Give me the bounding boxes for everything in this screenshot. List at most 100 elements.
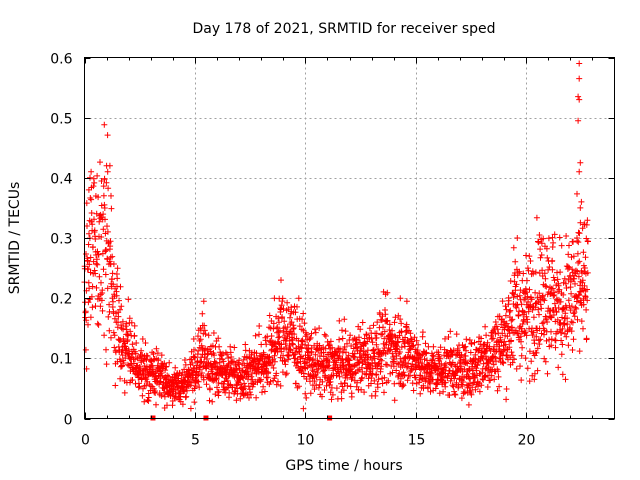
data-point (124, 331, 131, 338)
data-point (390, 363, 397, 370)
data-point (380, 324, 386, 331)
data-point (349, 374, 356, 381)
data-point (90, 244, 96, 250)
data-point (467, 375, 474, 382)
data-point (92, 236, 99, 242)
data-point (312, 351, 319, 358)
data-point (309, 357, 316, 364)
data-point (82, 308, 89, 315)
data-point (195, 347, 202, 354)
data-point (550, 312, 557, 318)
data-point (386, 327, 393, 333)
data-point (476, 388, 483, 395)
data-point (95, 251, 102, 258)
data-point (536, 311, 542, 318)
data-point (551, 277, 558, 284)
data-point (389, 327, 396, 334)
data-point (410, 387, 417, 394)
data-point (101, 121, 108, 128)
data-point (100, 183, 107, 190)
data-point (133, 340, 140, 346)
data-point (283, 344, 290, 351)
data-point (526, 348, 533, 355)
data-point (565, 251, 572, 258)
data-point (123, 326, 130, 333)
data-point (103, 361, 110, 368)
data-point (333, 359, 340, 366)
data-point (549, 285, 556, 292)
data-point (520, 270, 527, 277)
data-point (348, 393, 355, 400)
data-point (563, 333, 570, 340)
data-point (511, 291, 518, 298)
data-point (90, 183, 97, 190)
data-point (93, 260, 100, 267)
data-point (89, 304, 96, 311)
data-point (354, 367, 361, 374)
data-point (540, 296, 547, 303)
data-point (336, 373, 343, 380)
data-point (123, 320, 130, 327)
data-point (573, 298, 580, 305)
data-point (215, 380, 222, 386)
data-point (353, 337, 360, 344)
data-point (576, 168, 583, 175)
data-point (361, 389, 368, 396)
data-point (541, 355, 548, 362)
data-point (291, 331, 298, 338)
data-point (430, 343, 437, 350)
data-point (568, 328, 575, 335)
data-point (366, 325, 373, 332)
data-point (526, 253, 533, 260)
data-point (411, 334, 418, 341)
data-point (302, 390, 309, 397)
data-point (490, 361, 497, 368)
data-point (474, 362, 481, 369)
data-point (344, 382, 351, 389)
data-point (480, 342, 487, 348)
data-point (177, 393, 184, 400)
data-point (553, 309, 560, 316)
data-point (430, 353, 437, 360)
data-point (490, 335, 497, 342)
data-point (465, 401, 472, 408)
data-point (237, 395, 244, 402)
data-point (566, 242, 572, 249)
data-point (513, 365, 520, 372)
data-point (524, 265, 531, 272)
data-point (275, 378, 281, 385)
data-point (276, 333, 283, 340)
data-point (523, 289, 530, 296)
data-point (550, 274, 557, 281)
data-point (570, 336, 577, 343)
data-point (140, 385, 146, 392)
data-point (538, 305, 545, 312)
data-point (89, 221, 96, 228)
data-point (241, 380, 248, 387)
data-point (500, 360, 507, 367)
data-point (559, 371, 566, 378)
data-point (479, 369, 486, 376)
data-point (373, 372, 380, 378)
data-point (559, 325, 566, 332)
data-point (572, 304, 579, 311)
data-point (207, 386, 213, 393)
data-point (484, 384, 491, 390)
data-point (584, 297, 591, 304)
data-point (118, 322, 125, 329)
data-point (446, 392, 453, 399)
data-point (512, 327, 519, 334)
data-point (256, 323, 263, 329)
data-point (503, 320, 510, 327)
data-point (531, 340, 538, 347)
data-point (575, 229, 582, 236)
data-point (109, 276, 115, 283)
data-point (574, 190, 580, 197)
data-point (519, 321, 526, 327)
data-point (278, 277, 284, 284)
data-point (524, 365, 531, 372)
data-point (562, 280, 569, 287)
data-point (104, 223, 110, 230)
data-point (378, 331, 385, 338)
data-point (440, 388, 447, 395)
